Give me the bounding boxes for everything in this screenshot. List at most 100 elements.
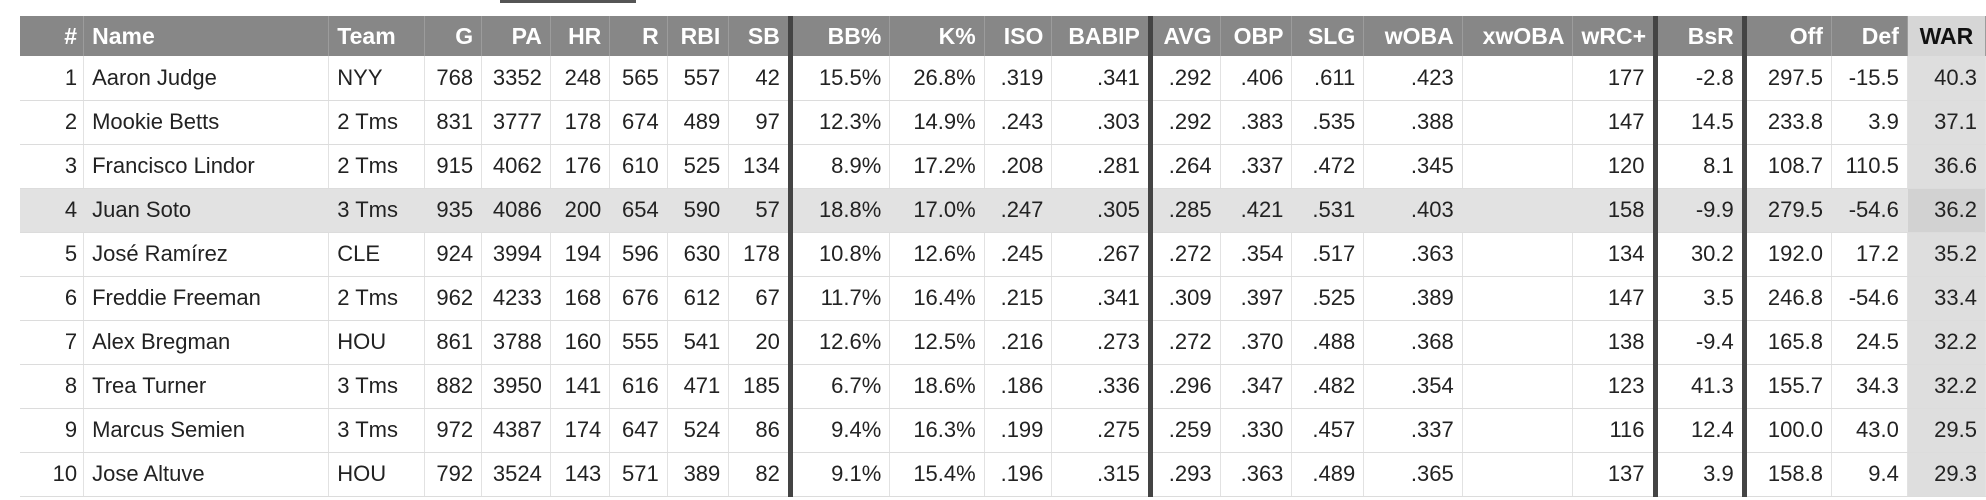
cell-g: 768 xyxy=(424,56,483,101)
cell-iso: .196 xyxy=(984,452,1053,497)
cell-rbi: 630 xyxy=(667,232,730,277)
cell-bsr: 3.9 xyxy=(1655,452,1747,497)
cell-pa: 3950 xyxy=(481,364,551,409)
cell-off: 155.7 xyxy=(1744,364,1832,409)
cell-avg: .293 xyxy=(1150,452,1221,497)
cell-name[interactable]: José Ramírez xyxy=(83,232,330,277)
cell-obp: .383 xyxy=(1220,100,1293,145)
column-header-team[interactable]: Team xyxy=(328,16,425,56)
cell-name[interactable]: Juan Soto xyxy=(83,188,330,233)
cell-war: 29.3 xyxy=(1907,452,1986,497)
column-header-woba[interactable]: wOBA xyxy=(1363,16,1463,56)
cell-hr: 200 xyxy=(550,188,611,233)
cell-name[interactable]: Aaron Judge xyxy=(83,56,330,101)
column-header-bb[interactable]: BB% xyxy=(790,16,891,56)
cell-g: 882 xyxy=(424,364,483,409)
column-header-babip[interactable]: BABIP xyxy=(1051,16,1153,56)
cell-name[interactable]: Alex Bregman xyxy=(83,320,330,365)
cell-avg: .264 xyxy=(1150,144,1221,189)
column-header-pa[interactable]: PA xyxy=(481,16,551,56)
column-header-hr[interactable]: HR xyxy=(550,16,611,56)
cell-hr: 248 xyxy=(550,56,611,101)
cell-g: 962 xyxy=(424,276,483,321)
column-header-rank[interactable]: # xyxy=(20,16,85,56)
cell-r: 674 xyxy=(609,100,668,145)
column-header-iso[interactable]: ISO xyxy=(984,16,1053,56)
cell-war: 33.4 xyxy=(1907,276,1986,321)
column-header-xwoba[interactable]: xwOBA xyxy=(1462,16,1574,56)
cell-rank: 1 xyxy=(20,56,85,101)
cell-name[interactable]: Mookie Betts xyxy=(83,100,330,145)
cell-k: 14.9% xyxy=(889,100,985,145)
cell-team[interactable]: 2 Tms xyxy=(328,100,425,145)
cell-iso: .216 xyxy=(984,320,1053,365)
cell-bb: 15.5% xyxy=(790,56,891,101)
cell-name[interactable]: Freddie Freeman xyxy=(83,276,330,321)
cell-team[interactable]: 2 Tms xyxy=(328,144,425,189)
cell-slg: .472 xyxy=(1291,144,1365,189)
column-header-obp[interactable]: OBP xyxy=(1220,16,1293,56)
cell-name[interactable]: Jose Altuve xyxy=(83,452,330,497)
cell-woba: .337 xyxy=(1363,408,1463,453)
cell-team[interactable]: CLE xyxy=(328,232,425,277)
cell-bsr: -9.4 xyxy=(1655,320,1747,365)
cell-g: 792 xyxy=(424,452,483,497)
cell-name[interactable]: Trea Turner xyxy=(83,364,330,409)
cell-obp: .421 xyxy=(1220,188,1293,233)
cell-babip: .275 xyxy=(1051,408,1153,453)
cell-rank: 9 xyxy=(20,408,85,453)
cell-team[interactable]: 3 Tms xyxy=(328,364,425,409)
cell-sb: 134 xyxy=(728,144,793,189)
table-body: 1 Aaron Judge NYY 768 3352 248 565 557 42 15.5% 26… xyxy=(20,56,1986,497)
cell-def: 17.2 xyxy=(1831,232,1908,277)
cell-sb: 20 xyxy=(728,320,793,365)
column-header-war[interactable]: WAR xyxy=(1907,16,1986,56)
cell-hr: 174 xyxy=(550,408,611,453)
cell-slg: .457 xyxy=(1291,408,1365,453)
cell-slg: .531 xyxy=(1291,188,1365,233)
cell-sb: 178 xyxy=(728,232,793,277)
cell-bb: 8.9% xyxy=(790,144,891,189)
column-header-off[interactable]: Off xyxy=(1744,16,1832,56)
cell-rbi: 612 xyxy=(667,276,730,321)
cell-g: 831 xyxy=(424,100,483,145)
column-header-g[interactable]: G xyxy=(424,16,483,56)
cell-team[interactable]: HOU xyxy=(328,320,425,365)
cell-def: 3.9 xyxy=(1831,100,1908,145)
column-header-k[interactable]: K% xyxy=(889,16,985,56)
cell-babip: .281 xyxy=(1051,144,1153,189)
cell-team[interactable]: HOU xyxy=(328,452,425,497)
table-row: 4 Juan Soto 3 Tms 935 4086 200 654 590 57 18.8% 17… xyxy=(20,188,1986,233)
cell-bb: 18.8% xyxy=(790,188,891,233)
cell-team[interactable]: 2 Tms xyxy=(328,276,425,321)
cell-iso: .208 xyxy=(984,144,1053,189)
cell-wrc: 116 xyxy=(1572,408,1658,453)
column-header-bsr[interactable]: BsR xyxy=(1655,16,1747,56)
cell-sb: 57 xyxy=(728,188,793,233)
cell-team[interactable]: NYY xyxy=(328,56,425,101)
cell-wrc: 137 xyxy=(1572,452,1658,497)
cell-xwoba xyxy=(1462,364,1574,409)
cell-name[interactable]: Marcus Semien xyxy=(83,408,330,453)
column-header-r[interactable]: R xyxy=(609,16,668,56)
column-header-sb[interactable]: SB xyxy=(728,16,793,56)
cell-team[interactable]: 3 Tms xyxy=(328,408,425,453)
cell-obp: .354 xyxy=(1220,232,1293,277)
column-header-rbi[interactable]: RBI xyxy=(667,16,730,56)
cell-name[interactable]: Francisco Lindor xyxy=(83,144,330,189)
cell-bsr: 14.5 xyxy=(1655,100,1747,145)
cell-hr: 160 xyxy=(550,320,611,365)
cell-avg: .292 xyxy=(1150,56,1221,101)
cell-iso: .319 xyxy=(984,56,1053,101)
column-header-name[interactable]: Name xyxy=(83,16,330,56)
cell-rank: 5 xyxy=(20,232,85,277)
cell-team[interactable]: 3 Tms xyxy=(328,188,425,233)
cell-obp: .337 xyxy=(1220,144,1293,189)
cell-slg: .611 xyxy=(1291,56,1365,101)
column-header-avg[interactable]: AVG xyxy=(1150,16,1221,56)
column-header-wrc[interactable]: wRC+ xyxy=(1572,16,1658,56)
cell-sb: 82 xyxy=(728,452,793,497)
column-header-def[interactable]: Def xyxy=(1831,16,1908,56)
cell-pa: 3994 xyxy=(481,232,551,277)
column-header-slg[interactable]: SLG xyxy=(1291,16,1365,56)
